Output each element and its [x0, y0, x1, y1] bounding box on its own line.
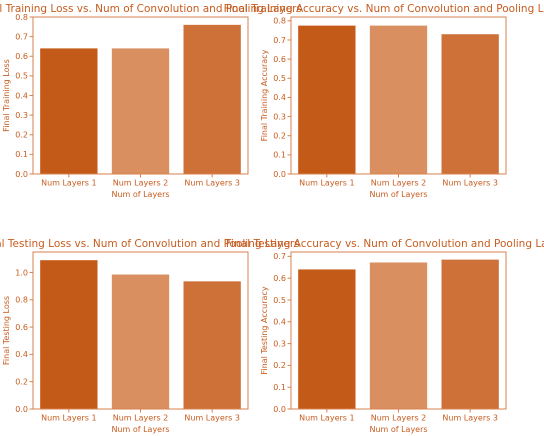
y-tick-label: 0.0: [273, 405, 286, 414]
chart-title: Final Training Loss vs. Num of Convoluti…: [0, 3, 302, 15]
x-axis-label: Num of Layers: [369, 425, 427, 434]
y-tick-label: 0.3: [15, 111, 28, 120]
y-tick-label: 0.4: [273, 93, 286, 102]
bar: [183, 281, 241, 409]
y-tick-label: 1.0: [15, 268, 28, 277]
chart-panel-3: Final Testing Loss vs. Num of Convolutio…: [0, 238, 300, 434]
x-axis-label: Num of Layers: [369, 190, 427, 199]
chart-title: Final Training Accuracy vs. Num of Convo…: [224, 3, 544, 15]
x-tick-label: Num Layers 3: [184, 179, 240, 188]
y-tick-label: 0.4: [273, 318, 286, 327]
x-tick-label: Num Layers 1: [299, 414, 355, 423]
y-tick-label: 0.6: [15, 52, 28, 61]
y-tick-label: 0.3: [273, 339, 286, 348]
y-tick-label: 0.8: [273, 17, 286, 26]
bar: [441, 34, 499, 175]
y-tick-label: 0.6: [273, 55, 286, 64]
y-tick-label: 0.0: [15, 170, 28, 179]
y-tick-label: 0.8: [15, 13, 28, 22]
bar: [183, 24, 241, 174]
x-tick-label: Num Layers 2: [113, 179, 169, 188]
y-tick-label: 0.8: [15, 296, 28, 305]
bar: [111, 274, 170, 409]
x-axis-label: Num of Layers: [111, 425, 169, 434]
bar: [298, 25, 356, 175]
x-tick-label: Num Layers 1: [299, 179, 355, 188]
y-tick-label: 0.5: [273, 296, 286, 305]
y-tick-label: 0.7: [15, 32, 28, 41]
y-tick-label: 0.6: [15, 323, 28, 332]
chart-title: Final Testing Accuracy vs. Num of Convol…: [226, 238, 544, 250]
y-tick-label: 0.2: [273, 132, 286, 141]
chart-panel-1: Final Training Loss vs. Num of Convoluti…: [0, 3, 302, 199]
bar: [298, 269, 356, 409]
y-tick-label: 0.5: [273, 74, 286, 83]
y-tick-label: 0.1: [273, 151, 286, 160]
bar: [369, 262, 428, 409]
y-tick-label: 0.0: [15, 405, 28, 414]
y-axis-label: Final Testing Loss: [2, 296, 11, 365]
y-tick-label: 0.7: [273, 36, 286, 45]
x-axis-label: Num of Layers: [111, 190, 169, 199]
y-axis-label: Final Training Accuracy: [260, 49, 269, 141]
y-tick-label: 0.3: [273, 112, 286, 121]
bar: [40, 48, 98, 174]
x-tick-label: Num Layers 3: [442, 179, 498, 188]
chart-panel-4: Final Testing Accuracy vs. Num of Convol…: [226, 238, 544, 434]
x-tick-label: Num Layers 1: [41, 179, 97, 188]
x-tick-label: Num Layers 1: [41, 414, 97, 423]
y-tick-label: 0.2: [15, 131, 28, 140]
chart-panel-2: Final Training Accuracy vs. Num of Convo…: [224, 3, 544, 199]
x-tick-label: Num Layers 3: [442, 414, 498, 423]
bar: [40, 260, 98, 409]
chart-title: Final Testing Loss vs. Num of Convolutio…: [0, 238, 300, 250]
y-tick-label: 0.4: [15, 350, 28, 359]
x-tick-label: Num Layers 3: [184, 414, 240, 423]
y-tick-label: 0.6: [273, 274, 286, 283]
y-tick-label: 0.0: [273, 170, 286, 179]
x-tick-label: Num Layers 2: [113, 414, 169, 423]
x-tick-label: Num Layers 2: [371, 414, 427, 423]
bar: [441, 259, 499, 409]
y-tick-label: 0.4: [15, 91, 28, 100]
y-axis-label: Final Training Loss: [2, 59, 11, 132]
y-tick-label: 0.1: [273, 383, 286, 392]
y-tick-label: 0.7: [273, 252, 286, 261]
y-axis-label: Final Testing Accuracy: [260, 286, 269, 374]
bar: [111, 48, 170, 174]
y-tick-label: 0.1: [15, 150, 28, 159]
bar: [369, 25, 428, 175]
x-tick-label: Num Layers 2: [371, 179, 427, 188]
y-tick-label: 0.5: [15, 72, 28, 81]
y-tick-label: 0.2: [15, 377, 28, 386]
y-tick-label: 0.2: [273, 361, 286, 370]
